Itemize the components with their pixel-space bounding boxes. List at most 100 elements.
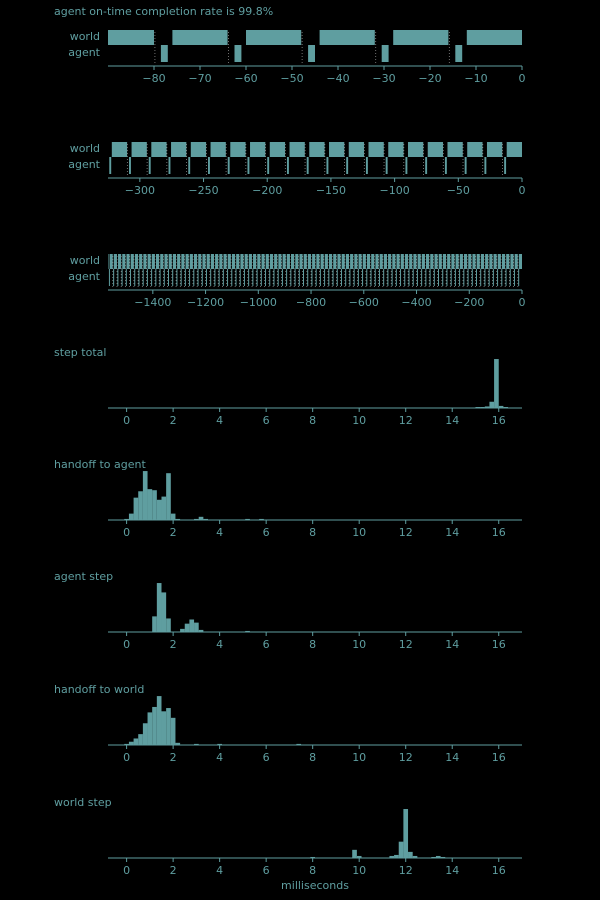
agent-bar	[207, 157, 210, 174]
x-tick-label: 8	[309, 638, 316, 651]
histogram-bar	[133, 497, 139, 520]
histogram-bar	[124, 518, 129, 520]
world-bar	[337, 254, 341, 269]
world-bar	[230, 142, 246, 157]
world-bar	[459, 254, 463, 269]
agent-bar	[381, 45, 389, 62]
world-bar	[278, 254, 282, 269]
agent-bar	[138, 269, 140, 286]
x-tick-label: 14	[445, 751, 459, 764]
agent-bar	[243, 269, 245, 286]
x-tick-label: −40	[326, 72, 349, 85]
x-tick-label: 14	[445, 638, 459, 651]
histogram-bar	[128, 513, 134, 520]
world-bar	[219, 254, 223, 269]
world-bar	[312, 254, 316, 269]
histogram-bar	[156, 499, 162, 520]
world-bar	[151, 254, 155, 269]
world-bar	[447, 142, 463, 157]
agent-bar	[365, 157, 368, 174]
row-label-world: world	[70, 254, 100, 267]
world-bar	[215, 254, 219, 269]
agent-bar	[421, 269, 423, 286]
agent-bar	[391, 269, 393, 286]
world-bar	[400, 254, 404, 269]
agent-bar	[315, 269, 317, 286]
x-tick-label: 16	[492, 526, 506, 539]
world-bar	[210, 142, 226, 157]
x-tick-label: −300	[125, 184, 155, 197]
agent-bar	[455, 45, 463, 62]
histogram-bar	[175, 518, 181, 520]
histogram-bar	[296, 743, 302, 745]
histogram-bar	[138, 491, 143, 520]
row-label-world: world	[70, 30, 100, 43]
agent-bar	[227, 269, 229, 286]
agent-bar	[370, 269, 372, 286]
x-tick-label: 10	[352, 751, 366, 764]
x-tick-label: 6	[263, 751, 270, 764]
world-bar	[468, 254, 472, 269]
world-bar	[109, 254, 113, 269]
agent-bar	[256, 269, 258, 286]
world-bar	[307, 254, 312, 269]
agent-bar	[513, 269, 515, 286]
x-tick-label: 14	[445, 414, 459, 427]
x-tick-label: 8	[309, 751, 316, 764]
x-tick-label: −200	[454, 296, 484, 309]
agent-bar	[146, 269, 148, 286]
world-bar	[190, 142, 207, 157]
x-tick-label: 16	[492, 751, 506, 764]
agent-bar	[269, 269, 271, 286]
world-bar	[348, 142, 365, 157]
world-bar	[181, 254, 185, 269]
world-bar	[362, 254, 366, 269]
x-tick-label: 8	[309, 864, 316, 877]
agent-bar	[180, 269, 182, 286]
agent-bar	[463, 269, 465, 286]
agent-bar	[176, 269, 178, 286]
x-tick-label: 0	[123, 751, 130, 764]
agent-bar	[286, 269, 288, 286]
agent-bar	[328, 269, 330, 286]
world-bar	[206, 254, 210, 269]
world-bar	[253, 254, 257, 269]
agent-bar	[218, 269, 220, 286]
x-tick-label: 2	[170, 526, 177, 539]
world-bar	[118, 254, 122, 269]
world-bar	[345, 254, 350, 269]
agent-bar	[475, 269, 477, 286]
world-bar	[421, 254, 425, 269]
world-bar	[324, 254, 328, 269]
agent-bar	[290, 269, 292, 286]
agent-bar	[467, 269, 469, 286]
histogram-bar	[408, 851, 413, 858]
histogram-bar	[494, 359, 499, 408]
agent-bar	[168, 157, 171, 174]
histogram-bar	[152, 490, 157, 520]
agent-bar	[252, 269, 254, 286]
world-bar	[236, 254, 240, 269]
world-bar	[147, 254, 151, 269]
x-tick-label: −30	[372, 72, 395, 85]
agent-bar	[273, 269, 275, 286]
histogram-bar	[198, 629, 204, 632]
histogram-bar	[217, 743, 222, 745]
world-bar	[467, 142, 483, 157]
world-bar	[210, 254, 215, 269]
agent-bar	[294, 269, 296, 286]
x-tick-label: 2	[170, 751, 177, 764]
histogram-bar	[245, 518, 250, 520]
histogram-bar	[435, 855, 441, 858]
world-bar	[493, 254, 497, 269]
world-bar	[486, 142, 503, 157]
agent-bar	[383, 269, 385, 286]
agent-bar	[332, 269, 334, 286]
x-tick-label: 10	[352, 526, 366, 539]
agent-bar	[412, 269, 414, 286]
world-bar	[396, 254, 400, 269]
agent-bar	[504, 157, 507, 174]
world-bar	[257, 254, 261, 269]
x-tick-label: 6	[263, 526, 270, 539]
chart-title: agent on-time completion rate is 99.8%	[54, 5, 273, 18]
